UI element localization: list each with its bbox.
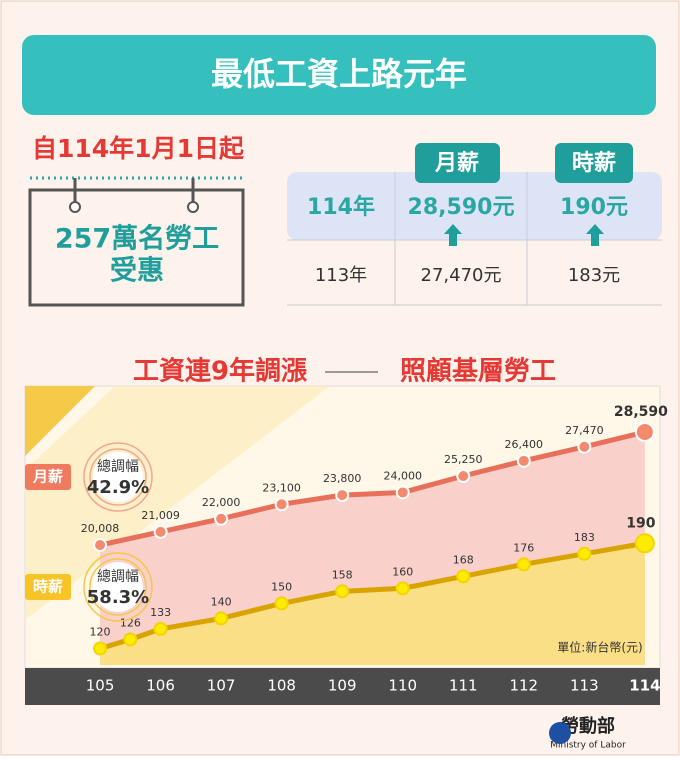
x-tick-label: 107 <box>207 677 236 695</box>
data-label: 190 <box>626 515 655 531</box>
data-point <box>274 596 289 611</box>
up-arrow <box>586 224 604 246</box>
data-label: 140 <box>211 595 232 608</box>
data-point <box>123 632 138 647</box>
data-point <box>153 524 168 539</box>
logo-icon <box>549 722 571 744</box>
sign-hook <box>187 201 199 213</box>
badge <box>93 452 143 502</box>
table-cell: 113年 <box>315 265 367 286</box>
data-point <box>335 584 350 599</box>
badge-label: 總調幅 <box>97 568 139 585</box>
x-tick-label: 112 <box>509 677 538 695</box>
badge-value: 42.9% <box>87 477 149 498</box>
data-label: 28,590 <box>614 404 668 420</box>
data-label: 24,000 <box>383 469 422 482</box>
data-point <box>335 488 350 503</box>
x-tick-label: 109 <box>328 677 357 695</box>
badge-ring <box>89 448 147 506</box>
series-area <box>100 543 645 665</box>
data-label: 27,470 <box>565 424 604 437</box>
chart-subtitle: 照顧基層勞工 <box>400 356 556 387</box>
data-label: 22,000 <box>202 496 241 509</box>
data-label: 183 <box>574 531 595 544</box>
badge <box>93 562 143 612</box>
start-date: 自114年1月1日起 <box>32 134 245 163</box>
data-point <box>516 557 531 572</box>
data-label: 150 <box>271 580 292 593</box>
data-point <box>93 641 108 656</box>
data-label: 176 <box>513 541 534 554</box>
badge-label: 總調幅 <box>97 458 139 475</box>
sign-text: 受惠 <box>110 255 164 287</box>
data-point <box>516 453 531 468</box>
data-point <box>153 621 168 636</box>
page-title: 最低工資上路元年 <box>211 55 467 93</box>
legend-label: 月薪 <box>32 468 63 486</box>
data-label: 120 <box>90 625 111 638</box>
sign-hooks <box>73 178 195 205</box>
series-line <box>99 429 646 548</box>
data-label: 25,250 <box>444 453 483 466</box>
data-label: 20,008 <box>81 522 120 535</box>
table-cell: 27,470元 <box>421 265 502 286</box>
data-label: 168 <box>453 553 474 566</box>
data-label: 23,100 <box>262 481 301 494</box>
data-point <box>395 485 410 500</box>
data-point <box>214 611 229 626</box>
column-header: 月薪 <box>434 150 479 176</box>
x-tick-label: 111 <box>449 677 478 695</box>
data-point <box>395 581 410 596</box>
data-point <box>93 538 108 553</box>
table-cell: 183元 <box>568 265 620 286</box>
column-header: 時薪 <box>572 150 616 176</box>
x-tick-label: 106 <box>146 677 175 695</box>
highlight-row <box>287 172 662 240</box>
table-cell: 114年 <box>307 194 375 220</box>
column-tag <box>555 143 633 183</box>
logo-en: Ministry of Labor <box>550 741 626 751</box>
table-cell: 28,590元 <box>408 195 515 220</box>
data-label: 21,009 <box>141 509 180 522</box>
badge-value: 58.3% <box>87 587 149 608</box>
x-tick-label: 108 <box>267 677 296 695</box>
data-label: 160 <box>392 565 413 578</box>
data-label: 133 <box>150 606 171 619</box>
sign-board <box>28 188 245 307</box>
up-arrow <box>444 224 462 246</box>
badge-ring <box>89 558 147 616</box>
title-bar <box>22 35 656 115</box>
badge-ring <box>83 442 153 512</box>
data-label: 158 <box>332 568 353 581</box>
data-point <box>577 546 592 561</box>
x-tick-label: 114 <box>629 677 660 695</box>
x-tick-label: 113 <box>570 677 599 695</box>
badge-ring <box>83 552 153 622</box>
data-point <box>274 497 289 512</box>
data-point <box>634 533 655 554</box>
x-axis-band <box>25 668 660 705</box>
legend-tag <box>25 464 71 490</box>
decor-triangle <box>25 386 95 456</box>
table-cell: 190元 <box>560 195 628 220</box>
data-point <box>214 511 229 526</box>
sign-hook <box>69 201 81 213</box>
data-label: 23,800 <box>323 472 362 485</box>
data-point <box>456 569 471 584</box>
sign-text: 257萬名勞工 <box>55 223 219 255</box>
chart-title: 工資連9年調漲 <box>133 356 308 387</box>
chart: 105 106 107 108 109 110 111 112 113 114 20,008 21,0… <box>24 385 668 705</box>
unit-note: 單位:新台幣(元) <box>557 640 642 655</box>
x-tick-label: 105 <box>86 677 115 695</box>
column-tag <box>415 143 500 183</box>
x-tick-label: 110 <box>388 677 417 695</box>
legend-tag <box>25 574 71 600</box>
logo: 勞動部 <box>561 715 615 737</box>
legend-label: 時薪 <box>33 578 63 596</box>
data-point <box>577 439 592 454</box>
data-point <box>456 468 471 483</box>
data-point <box>634 422 655 443</box>
data-label: 26,400 <box>505 438 544 451</box>
